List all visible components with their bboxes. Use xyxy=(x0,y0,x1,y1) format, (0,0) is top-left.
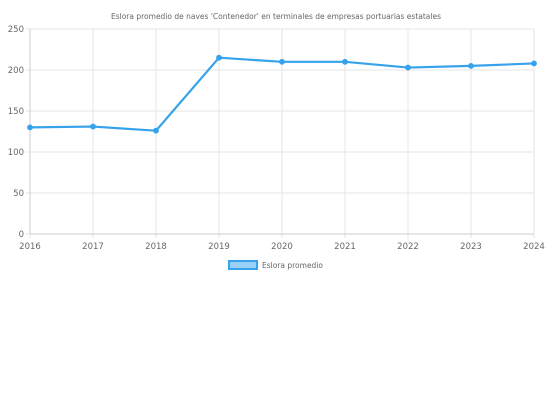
x-tick-label: 2021 xyxy=(334,242,356,252)
data-point[interactable] xyxy=(279,58,285,65)
data-point[interactable] xyxy=(27,124,33,131)
y-tick-label: 150 xyxy=(8,107,24,117)
x-tick-label: 2016 xyxy=(19,242,41,252)
data-point[interactable] xyxy=(216,54,222,61)
x-tick-label: 2024 xyxy=(523,242,545,252)
data-point[interactable] xyxy=(468,63,474,69)
data-point[interactable] xyxy=(531,60,537,67)
x-tick-label: 2019 xyxy=(208,242,230,252)
data-point[interactable] xyxy=(90,123,96,130)
legend[interactable]: Eslora promedio xyxy=(227,260,323,270)
data-point[interactable] xyxy=(342,58,348,65)
x-tick-label: 2022 xyxy=(397,242,419,252)
legend-label: Eslora promedio xyxy=(262,261,323,270)
x-tick-label: 2023 xyxy=(460,242,482,252)
chart-title: Eslora promedio de naves 'Contenedor' en… xyxy=(111,12,441,21)
series-layer xyxy=(27,54,537,134)
data-point[interactable] xyxy=(405,64,411,71)
y-tick-label: 100 xyxy=(8,148,24,158)
y-tick-label: 200 xyxy=(8,66,24,76)
data-point[interactable] xyxy=(153,127,159,134)
legend-swatch xyxy=(227,260,258,270)
y-tick-label: 0 xyxy=(19,230,24,240)
x-tick-label: 2017 xyxy=(82,242,104,252)
axes: 0 50 100 150 200 250 2016 2017 2018 2019 2020 2021 2… xyxy=(8,25,545,252)
y-tick-label: 50 xyxy=(13,189,24,199)
x-tick-label: 2020 xyxy=(271,242,293,252)
x-tick-label: 2018 xyxy=(145,242,167,252)
y-tick-label: 250 xyxy=(8,25,24,35)
